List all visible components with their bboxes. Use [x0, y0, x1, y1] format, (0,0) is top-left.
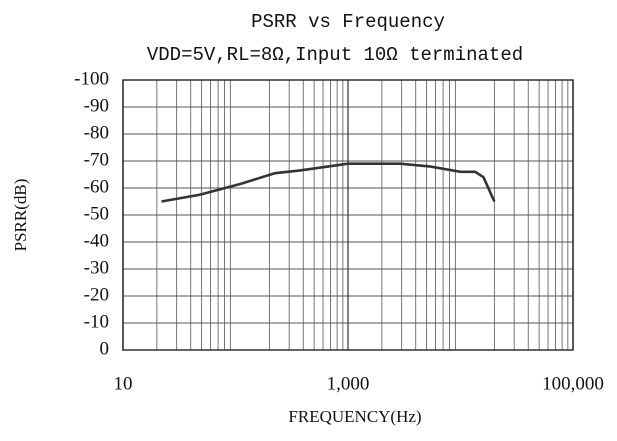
- data-line: [161, 162, 496, 203]
- x-tick-label: 10: [114, 373, 133, 394]
- y-tick-label: -30: [84, 257, 109, 278]
- x-tick-label: 1,000: [327, 373, 370, 394]
- y-tick-label: -90: [84, 95, 109, 116]
- y-tick-label: 0: [100, 338, 110, 359]
- chart-title: PSRR vs Frequency: [251, 11, 445, 33]
- y-tick-label: -80: [84, 122, 109, 143]
- chart-subtitle: VDD=5V,RL=8Ω,Input 10Ω terminated: [147, 44, 523, 66]
- plot-frame: [122, 79, 574, 351]
- y-tick-label: -60: [84, 176, 109, 197]
- y-tick-label: -100: [74, 68, 109, 89]
- y-tick-label: -10: [84, 311, 109, 332]
- x-tick-label: 100,000: [542, 373, 604, 394]
- y-tick-label: -20: [84, 284, 109, 305]
- y-axis-label: PSRR(dB): [11, 179, 30, 252]
- y-tick-label: -50: [84, 203, 109, 224]
- y-tick-label: -70: [84, 149, 109, 170]
- x-axis-label: FREQUENCY(Hz): [288, 407, 421, 426]
- y-tick-label: -40: [84, 230, 109, 251]
